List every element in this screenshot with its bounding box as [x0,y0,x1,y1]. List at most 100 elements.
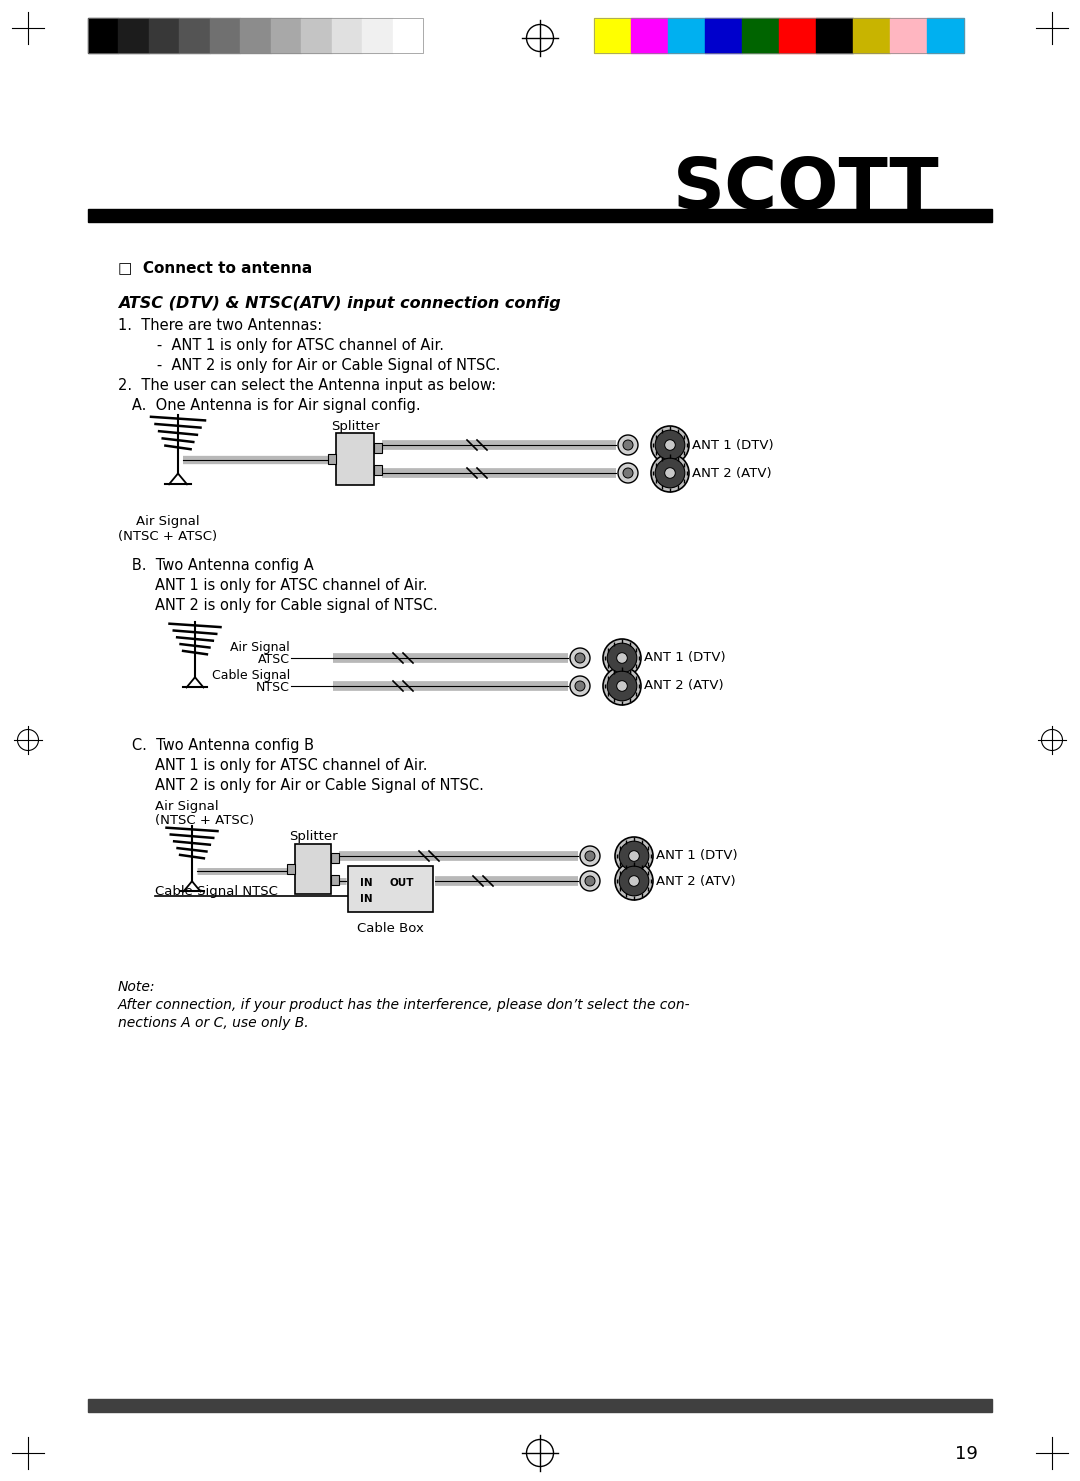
Bar [336,432,374,484]
Text: Cable Box: Cable Box [357,923,424,935]
Text: ANT 2 (ATV): ANT 2 (ATV) [692,467,771,480]
Text: □  Connect to antenna: □ Connect to antenna [118,261,312,275]
Bar [392,18,423,53]
Text: Air Signal: Air Signal [156,800,218,813]
Text: ANT 1 is only for ATSC channel of Air.: ANT 1 is only for ATSC channel of Air. [118,578,428,592]
Text: ANT 2 (ATV): ANT 2 (ATV) [656,874,735,887]
Bar [374,465,382,475]
Text: ANT 1 is only for ATSC channel of Air.: ANT 1 is only for ATSC channel of Air. [118,758,428,773]
Text: 2.  The user can select the Antenna input as below:: 2. The user can select the Antenna input… [118,378,496,392]
Text: Air Signal: Air Signal [230,641,291,655]
Text: Cable Signal: Cable Signal [212,669,291,681]
Bar [631,18,669,53]
Circle shape [603,666,642,705]
Circle shape [615,837,653,875]
Bar [301,18,332,53]
Text: Note:: Note: [118,980,156,994]
Text: ATSC: ATSC [258,653,291,666]
Circle shape [664,440,675,450]
Text: ANT 2 is only for Air or Cable Signal of NTSC.: ANT 2 is only for Air or Cable Signal of… [118,778,484,792]
Bar [348,866,433,912]
Circle shape [575,653,585,663]
Bar [295,844,330,895]
Circle shape [570,649,590,668]
Bar [594,18,631,53]
Circle shape [585,875,595,886]
Text: Cable Signal NTSC: Cable Signal NTSC [156,886,278,897]
Text: 1.  There are two Antennas:: 1. There are two Antennas: [118,318,322,333]
Bar [87,18,423,53]
Circle shape [619,866,649,896]
Text: nections A or C, use only B.: nections A or C, use only B. [118,1016,309,1029]
Bar [179,18,210,53]
Text: NTSC: NTSC [256,681,291,695]
Text: C.  Two Antenna config B: C. Two Antenna config B [118,738,314,752]
Bar [816,18,853,53]
Text: Air Signal: Air Signal [136,515,200,529]
Text: OUT: OUT [390,878,415,889]
Text: ATSC (DTV) & NTSC(ATV) input connection config: ATSC (DTV) & NTSC(ATV) input connection … [118,296,561,311]
Circle shape [629,875,639,886]
Bar [374,443,382,453]
Circle shape [656,458,685,487]
Text: ANT 1 (DTV): ANT 1 (DTV) [656,850,738,862]
Text: ANT 2 (ATV): ANT 2 (ATV) [644,680,724,693]
Bar [210,18,240,53]
Text: (NTSC + ATSC): (NTSC + ATSC) [119,530,217,544]
Circle shape [580,846,600,866]
Text: 19: 19 [955,1445,978,1463]
Circle shape [617,681,627,692]
Text: After connection, if your product has the interference, please don’t select the : After connection, if your product has th… [118,998,690,1012]
Bar [669,18,705,53]
Bar [271,18,301,53]
Circle shape [629,850,639,862]
Circle shape [575,681,585,692]
Bar [927,18,964,53]
Text: Splitter: Splitter [288,829,337,843]
Bar [87,18,119,53]
Bar [149,18,179,53]
Bar [287,863,295,874]
Text: -  ANT 1 is only for ATSC channel of Air.: - ANT 1 is only for ATSC channel of Air. [143,338,444,352]
Circle shape [607,643,637,672]
Circle shape [651,427,689,464]
Bar [330,875,339,886]
Bar [328,455,336,464]
Bar [742,18,779,53]
Text: ANT 1 (DTV): ANT 1 (DTV) [644,652,726,665]
Circle shape [656,429,685,459]
Circle shape [618,435,638,455]
Text: IN: IN [360,895,373,903]
Text: ANT 1 (DTV): ANT 1 (DTV) [692,438,773,452]
Circle shape [623,468,633,478]
Bar [87,209,993,222]
Circle shape [617,653,627,663]
Bar [853,18,890,53]
Bar [330,853,339,863]
Bar [705,18,742,53]
Circle shape [618,464,638,483]
Circle shape [570,675,590,696]
Bar [119,18,149,53]
Text: Splitter: Splitter [330,421,379,432]
Circle shape [607,671,637,701]
Circle shape [580,871,600,892]
Text: (NTSC + ATSC): (NTSC + ATSC) [156,815,254,826]
Bar [362,18,392,53]
Text: SCOTT: SCOTT [673,156,940,225]
Bar [890,18,927,53]
Bar [594,18,964,53]
Circle shape [664,468,675,478]
Bar [240,18,271,53]
Circle shape [585,852,595,860]
Circle shape [619,841,649,871]
Text: ANT 2 is only for Cable signal of NTSC.: ANT 2 is only for Cable signal of NTSC. [118,598,437,613]
Bar [332,18,362,53]
Circle shape [615,862,653,900]
Text: -  ANT 2 is only for Air or Cable Signal of NTSC.: - ANT 2 is only for Air or Cable Signal … [143,358,500,373]
Bar [779,18,816,53]
Text: A.  One Antenna is for Air signal config.: A. One Antenna is for Air signal config. [118,398,420,413]
Circle shape [651,455,689,492]
Text: B.  Two Antenna config A: B. Two Antenna config A [118,558,314,573]
Circle shape [603,638,642,677]
